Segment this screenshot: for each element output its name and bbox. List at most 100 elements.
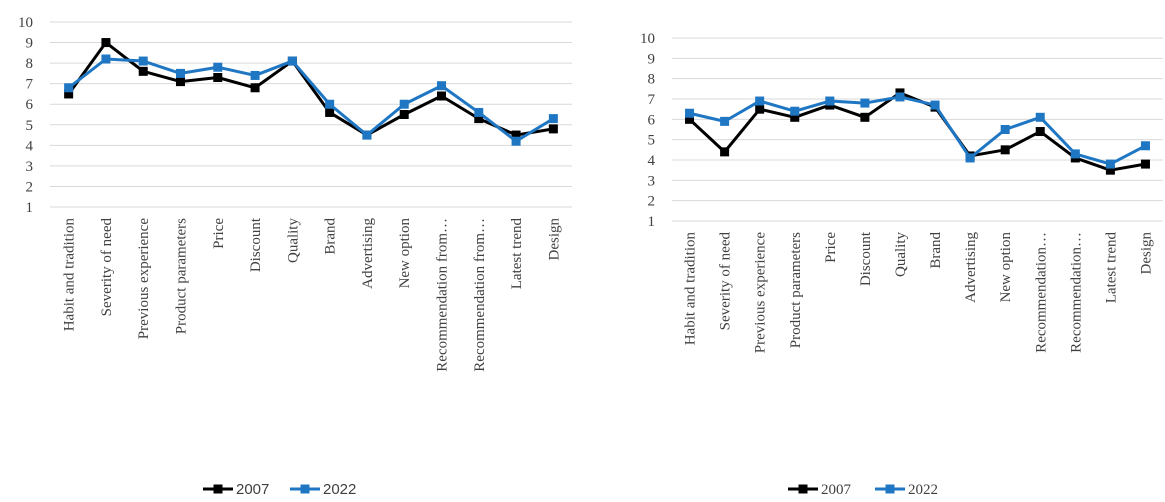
data-point (101, 54, 111, 64)
data-point (1140, 141, 1150, 151)
data-point (1105, 159, 1115, 169)
x-category-label: Recommendation from… (435, 218, 451, 372)
y-tick-label: 6 (648, 112, 656, 128)
x-category-label: Brand (928, 232, 944, 269)
data-point (474, 107, 484, 117)
legend-item-2022: 2022 (875, 482, 938, 498)
data-point (511, 130, 521, 140)
y-tick-label: 9 (648, 51, 656, 67)
x-category-label: Habit and tradition (683, 232, 699, 346)
data-point (685, 108, 695, 118)
y-tick-label: 4 (648, 153, 656, 169)
y-tick-label: 1 (26, 200, 34, 216)
data-point (474, 114, 484, 124)
data-point (895, 92, 905, 102)
y-tick-label: 6 (26, 97, 34, 113)
y-tick-label: 3 (26, 159, 34, 175)
x-category-label: Severity of need (718, 232, 734, 331)
legend-label: 2007 (821, 482, 852, 498)
chart-right: 1 2 3 4 5 6 7 8 9 10 Habit and tradition Severity o… (640, 31, 1163, 498)
y-tick-label: 9 (26, 36, 34, 52)
data-point (511, 136, 521, 146)
series-2022 (64, 54, 558, 146)
x-category-label: Quality (893, 232, 909, 277)
x-category-label: Quality (285, 218, 301, 263)
data-point (860, 112, 870, 122)
data-point (755, 96, 765, 106)
y-tick-label: 5 (648, 133, 656, 149)
legend-marker (300, 484, 310, 494)
data-point (250, 83, 260, 93)
x-category-label: Product parameters (174, 218, 190, 334)
data-point (965, 153, 975, 163)
data-point (399, 99, 409, 109)
x-category-label: Habit and tradition (62, 218, 78, 332)
x-category-label: Advertising (963, 232, 979, 303)
legend-marker (213, 484, 223, 494)
series-2022 (685, 92, 1150, 169)
series-line (689, 95, 1147, 166)
legend-marker (798, 484, 808, 494)
y-tick-label: 4 (26, 138, 34, 154)
data-point (138, 66, 148, 76)
x-category-label: Previous experience (136, 218, 152, 340)
data-point (1035, 112, 1045, 122)
data-point (930, 100, 940, 110)
x-category-label: Design (546, 218, 562, 261)
data-point (437, 81, 446, 91)
legend-marker (885, 484, 895, 494)
y-tick-label: 3 (648, 173, 656, 189)
x-category-label: Recommendation… (1068, 232, 1084, 353)
x-category-label: Latest trend (1103, 232, 1119, 304)
x-category-label: Severity of need (99, 218, 115, 317)
legend: 2007 2022 (203, 481, 356, 498)
x-category-label: Discount (858, 231, 874, 286)
legend-label: 2022 (908, 482, 938, 498)
data-point (825, 96, 835, 106)
y-tick-label: 5 (26, 118, 34, 134)
data-point (860, 98, 870, 108)
y-tick-label: 2 (648, 194, 656, 210)
x-category-label: Previous experience (753, 232, 769, 354)
y-tick-label: 7 (648, 92, 656, 108)
x-category-label: Price (211, 218, 227, 249)
y-tick-label: 8 (26, 56, 34, 72)
legend-item-2007: 2007 (788, 482, 852, 498)
data-point (1105, 165, 1115, 175)
data-point (720, 116, 730, 126)
data-point (1070, 149, 1080, 159)
data-point (287, 56, 297, 66)
data-point (1000, 145, 1010, 155)
data-point (437, 91, 446, 101)
x-category-label: Latest trend (509, 218, 525, 290)
chart-left: 1 2 3 4 5 6 7 8 9 10 Habit and tradition Severity o… (18, 15, 572, 498)
data-point (64, 83, 74, 93)
data-point (548, 124, 558, 134)
data-point (685, 114, 695, 124)
x-category-label: Advertising (360, 218, 376, 289)
x-category-label: New option (998, 232, 1014, 303)
data-point (176, 68, 185, 78)
x-category-label: Product parameters (788, 232, 804, 348)
gridlines (50, 21, 572, 208)
legend-item-2022: 2022 (290, 481, 356, 498)
data-point (64, 89, 74, 99)
legend-label: 2007 (236, 481, 269, 498)
y-tick-label: 7 (26, 77, 34, 93)
data-point (1035, 127, 1045, 137)
data-point (1000, 125, 1010, 134)
data-point (790, 106, 800, 116)
x-category-label: Price (823, 232, 839, 263)
gridlines (672, 37, 1163, 222)
data-point (399, 110, 409, 119)
x-category-label: New option (397, 218, 413, 289)
data-point (213, 73, 223, 82)
x-category-label: Brand (323, 218, 339, 255)
y-tick-label: 2 (26, 179, 34, 195)
series-line (67, 57, 555, 143)
y-tick-label: 1 (648, 214, 656, 230)
x-category-label: Recommendation… (1033, 232, 1049, 353)
legend: 2007 2022 (788, 482, 938, 498)
data-point (548, 114, 558, 124)
data-point (325, 99, 335, 109)
